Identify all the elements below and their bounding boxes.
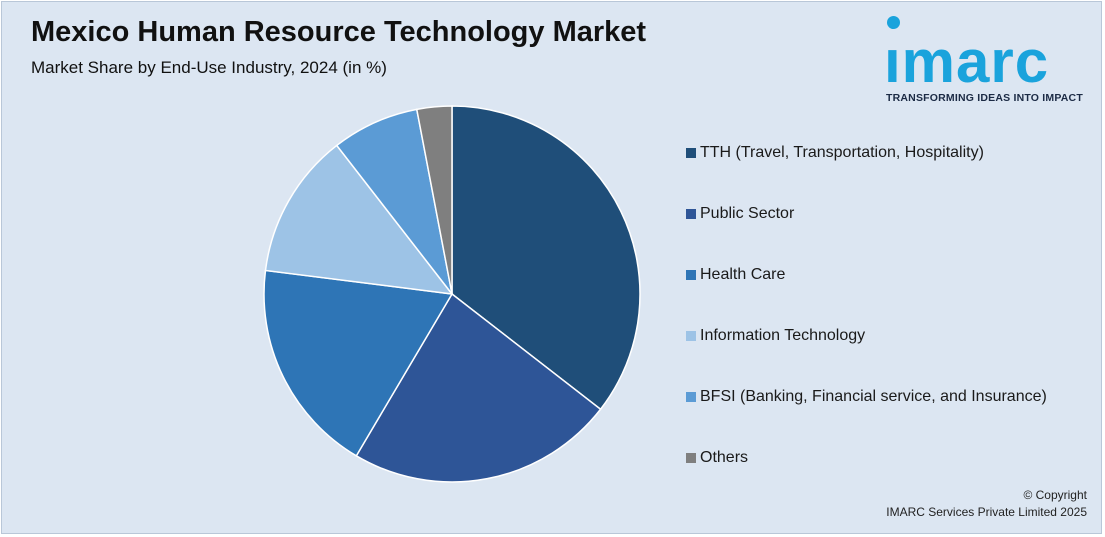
copyright-line-1: © Copyright (1023, 488, 1087, 502)
pie-slice-5 (415, 105, 453, 295)
legend-item: Health Care (686, 264, 785, 286)
logo-tagline: TRANSFORMING IDEAS INTO IMPACT (886, 92, 1083, 104)
legend-label: Others (700, 449, 749, 466)
logo-wordmark: ımarc (884, 28, 1050, 95)
legend-label: TTH (Travel, Transportation, Hospitality… (700, 144, 984, 161)
legend-item: BFSI (Banking, Financial service, and In… (686, 386, 1047, 408)
legend-swatch (686, 209, 696, 219)
legend-label: Health Care (700, 266, 786, 283)
legend-label: BFSI (Banking, Financial service, and In… (700, 388, 1047, 405)
chart-title: Mexico Human Resource Technology Market (31, 16, 647, 48)
copyright-line-2: IMARC Services Private Limited 2025 (886, 505, 1087, 519)
legend-item: TTH (Travel, Transportation, Hospitality… (686, 142, 984, 164)
legend-swatch (686, 453, 696, 463)
pie-slice-3 (264, 144, 454, 295)
pie-slice-1 (355, 292, 602, 483)
legend-label: Information Technology (700, 327, 866, 344)
logo-dot-icon (887, 16, 900, 29)
imarc-logo: ımarc TRANSFORMING IDEAS INTO IMPACT (882, 16, 1092, 108)
legend-item: Public Sector (686, 203, 794, 225)
legend-swatch (686, 270, 696, 280)
legend-item: Information Technology (686, 325, 865, 347)
pie-chart (263, 105, 641, 483)
legend-swatch (686, 392, 696, 402)
legend-swatch (686, 148, 696, 158)
copyright-notice: © Copyright IMARC Services Private Limit… (886, 487, 1087, 521)
legend-swatch (686, 331, 696, 341)
legend-label: Public Sector (700, 205, 795, 222)
pie-slice-0 (451, 105, 641, 411)
legend-item: Others (686, 447, 748, 469)
chart-subtitle: Market Share by End-Use Industry, 2024 (… (31, 58, 387, 77)
pie-slice-2 (263, 269, 454, 457)
